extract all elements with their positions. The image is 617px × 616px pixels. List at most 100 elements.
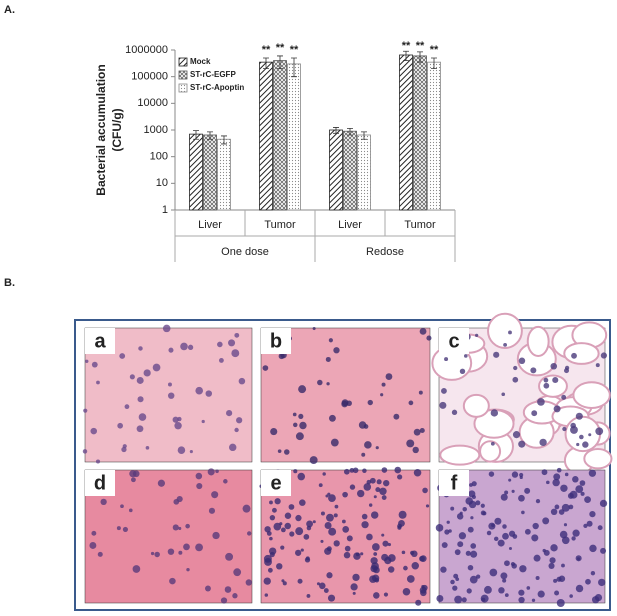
nucleus [490, 441, 495, 446]
nucleus [568, 504, 574, 510]
nucleus [328, 338, 333, 343]
nucleus [330, 438, 339, 447]
nucleus [518, 589, 525, 596]
nucleus [521, 510, 525, 515]
significance-marker: ** [430, 44, 439, 56]
nucleus [503, 342, 507, 347]
nucleus [518, 596, 525, 604]
error-bar [263, 57, 269, 70]
nucleus [326, 572, 333, 579]
nucleus [411, 562, 419, 570]
nucleus [341, 519, 346, 524]
nucleus [96, 380, 100, 385]
nucleus [553, 473, 561, 481]
nucleus [542, 517, 550, 525]
nucleus [362, 468, 367, 474]
nucleus [385, 373, 393, 380]
nucleus [83, 408, 88, 413]
nucleus [406, 575, 415, 583]
nucleus [512, 431, 521, 439]
image-label: d [94, 472, 106, 494]
nucleus [471, 495, 476, 500]
nucleus [590, 570, 596, 576]
x-tick-label: Liver [338, 219, 362, 231]
nucleus [281, 579, 285, 583]
error-bar [347, 127, 353, 136]
nucleus [537, 398, 545, 406]
adipocyte [487, 312, 523, 349]
nucleus [320, 511, 325, 516]
nucleus [274, 498, 281, 505]
nucleus [493, 536, 499, 542]
nucleus [469, 575, 478, 584]
nucleus [234, 332, 240, 338]
nucleus [500, 572, 508, 580]
nucleus [312, 520, 316, 524]
nucleus [167, 392, 175, 399]
nucleus [425, 504, 430, 508]
nucleus [488, 471, 495, 477]
nucleus [489, 568, 498, 577]
y-tick-label: 100000 [131, 71, 168, 83]
nucleus [201, 419, 205, 424]
error-bar [277, 55, 283, 70]
nucleus [535, 576, 540, 581]
label-box [85, 470, 115, 496]
nucleus [234, 427, 239, 433]
nucleus [269, 536, 273, 541]
nucleus [119, 353, 126, 359]
nucleus [481, 597, 486, 602]
nucleus [564, 365, 570, 370]
nucleus [550, 362, 558, 370]
nucleus [533, 554, 541, 562]
nucleus [393, 413, 400, 420]
nucleus [576, 557, 581, 561]
nucleus [242, 504, 251, 513]
nucleus [270, 428, 278, 436]
group-label: One dose [221, 246, 269, 258]
nucleus [549, 557, 556, 564]
nucleus [327, 492, 331, 496]
nucleus [531, 534, 539, 542]
adipocyte [439, 444, 481, 466]
nucleus [380, 393, 384, 397]
nucleus [361, 521, 369, 529]
nucleus [299, 499, 306, 506]
nucleus [394, 466, 402, 474]
nucleus [346, 535, 353, 542]
nucleus [374, 577, 380, 583]
nucleus [435, 524, 444, 532]
y-tick-label: 1000000 [125, 44, 168, 56]
adipocyte [583, 447, 613, 470]
bar [273, 60, 287, 211]
nucleus [508, 530, 516, 537]
nucleus [292, 412, 297, 417]
nucleus [91, 361, 98, 368]
nucleus [228, 339, 236, 347]
nucleus [231, 349, 240, 358]
nucleus [504, 593, 509, 598]
nucleus [494, 517, 502, 525]
bar [427, 61, 441, 211]
bar [259, 61, 273, 211]
nucleus [117, 422, 123, 429]
error-bar [333, 127, 339, 134]
nucleus [518, 357, 526, 365]
nucleus [419, 555, 427, 562]
nucleus [284, 512, 292, 519]
nucleus [467, 564, 474, 571]
nucleus [178, 550, 183, 555]
nucleus [397, 474, 403, 480]
error-bar [431, 57, 437, 70]
error-bar [221, 135, 227, 145]
nucleus [582, 441, 589, 448]
nucleus [561, 536, 570, 545]
nucleus [556, 576, 562, 582]
nucleus [316, 582, 321, 586]
nucleus [280, 545, 285, 550]
nucleus [397, 523, 403, 529]
nucleus [367, 399, 373, 406]
nucleus [561, 394, 567, 400]
nucleus [238, 377, 246, 385]
label-box [85, 328, 115, 354]
